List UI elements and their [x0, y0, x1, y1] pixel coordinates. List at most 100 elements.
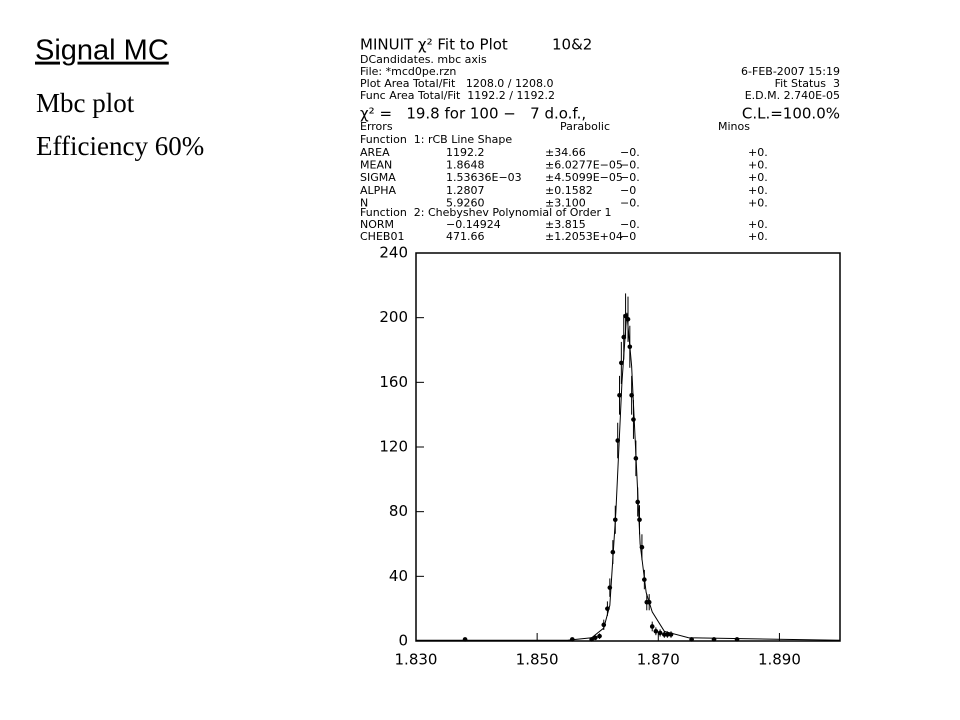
errors-header: Parabolic [560, 120, 610, 133]
fit-parameter: 471.66 [446, 230, 485, 243]
fit-parameter: +0. [748, 218, 768, 231]
data-point [642, 577, 647, 582]
fit-parameter: 5.9260 [446, 196, 485, 209]
data-point [629, 392, 634, 398]
fit-parameter: ±34.66 [545, 146, 586, 159]
fit-parameter: ±3.100 [545, 196, 586, 209]
data-point [615, 438, 621, 443]
data-point [637, 517, 642, 523]
confidence-level: C.L.=100.0% [742, 105, 840, 123]
date: 6-FEB-2007 15:19 [741, 65, 840, 78]
fit-parameter: ±4.5099E−05 [545, 171, 623, 184]
plot-area: Plot Area Total/Fit 1208.0 / 1208.0 [360, 77, 554, 90]
fit-parameter: ±3.815 [545, 218, 586, 231]
data-point [653, 629, 659, 634]
data-point [627, 344, 633, 350]
data-point [589, 637, 594, 642]
fit-parameter: −0. [620, 171, 640, 184]
data-point [607, 585, 613, 590]
function-name: Function 2: Chebyshev Polynomial of Orde… [360, 206, 612, 219]
data-point [633, 456, 639, 461]
y-tick-label: 240 [379, 244, 408, 262]
fit-status: Fit Status 3 [775, 77, 840, 90]
fit-parameter: 1.8648 [446, 159, 485, 172]
y-tick-label: 160 [379, 373, 408, 391]
errors-header: Minos [718, 120, 750, 133]
y-tick-label: 80 [389, 502, 408, 520]
fit-parameter: ±0.1582 [545, 184, 593, 197]
y-tick-label: 120 [379, 438, 408, 456]
data-point [649, 624, 655, 629]
file-name: File: *mcd0pe.rzn [360, 65, 456, 78]
data-point [617, 392, 622, 398]
data-point [605, 606, 610, 611]
fit-parameter: −0 [620, 184, 636, 197]
fit-parameter: −0 [620, 230, 636, 243]
data-point [689, 637, 694, 642]
chi2: χ² = 19.8 for 100 − 7 d.o.f., [360, 105, 586, 123]
function-name: Function 1: rCB Line Shape [360, 133, 512, 146]
func-area: Func Area Total/Fit 1192.2 / 1192.2 [360, 89, 555, 102]
y-tick-label: 40 [389, 567, 408, 585]
data-point [657, 630, 663, 636]
y-tick-label: 0 [398, 632, 408, 650]
errors-header: Errors [360, 120, 393, 133]
histogram-name: DCandidates. mbc axis [360, 53, 487, 66]
fit-parameter: +0. [748, 171, 768, 184]
fit-parameter: 1192.2 [446, 146, 485, 159]
data-point [646, 599, 652, 605]
fit-parameter: +0. [748, 184, 768, 197]
data-point [639, 544, 645, 550]
x-tick-label: 1.830 [395, 651, 438, 669]
slide-text: Efficiency 60% [36, 131, 204, 161]
fit-parameter: +0. [748, 146, 768, 159]
fit-parameter: −0. [620, 146, 640, 159]
fit-parameter: +0. [748, 159, 768, 172]
fit-parameter: +0. [748, 196, 768, 209]
data-point [601, 622, 607, 628]
fit-parameter: −0. [620, 196, 640, 209]
fit-parameter: SIGMA [360, 171, 396, 184]
data-point [462, 637, 468, 642]
fit-parameter: 1.53636E−03 [446, 171, 522, 184]
data-point [619, 360, 624, 366]
fit-parameter: −0.14924 [446, 218, 501, 231]
y-tick-label: 200 [379, 308, 408, 326]
fit-parameter: ALPHA [360, 184, 397, 197]
data-point [621, 334, 627, 340]
plot-id: 10&2 [552, 36, 592, 54]
data-point [711, 637, 717, 642]
x-tick-label: 1.850 [516, 651, 559, 669]
data-point [665, 632, 670, 637]
fit-parameter: +0. [748, 230, 768, 243]
fit-curve [416, 312, 841, 641]
data-point [631, 417, 636, 422]
data-point [625, 316, 631, 322]
fit-parameter: ±1.2053E+04 [545, 230, 623, 243]
fit-parameter: NORM [360, 218, 394, 231]
data-point [734, 637, 740, 642]
fit-box: MINUIT χ² Fit to Plot 10&2 DCandidates. … [360, 36, 840, 220]
fit-title: MINUIT χ² Fit to Plot [360, 36, 508, 54]
data-point [597, 633, 602, 639]
data-point [569, 637, 575, 642]
fit-parameter: MEAN [360, 159, 392, 172]
fit-parameter: ±6.0277E−05 [545, 159, 623, 172]
data-point [635, 499, 640, 505]
data-point [610, 549, 616, 555]
edm: E.D.M. 2.740E-05 [745, 89, 840, 102]
fit-parameter: CHEB01 [360, 230, 404, 243]
fit-parameter: 1.2807 [446, 184, 485, 197]
data-point [592, 635, 598, 641]
data-point [623, 313, 628, 319]
slide-title: Signal MC [35, 35, 169, 67]
fit-parameter: −0. [620, 218, 640, 231]
fit-parameter: −0. [620, 159, 640, 172]
data-point [668, 632, 674, 637]
data-point [612, 517, 618, 523]
slide-text: Mbc plot [36, 88, 135, 118]
fit-parameter: AREA [360, 146, 390, 159]
fit-parameter: N [360, 196, 368, 209]
x-tick-label: 1.890 [758, 651, 801, 669]
